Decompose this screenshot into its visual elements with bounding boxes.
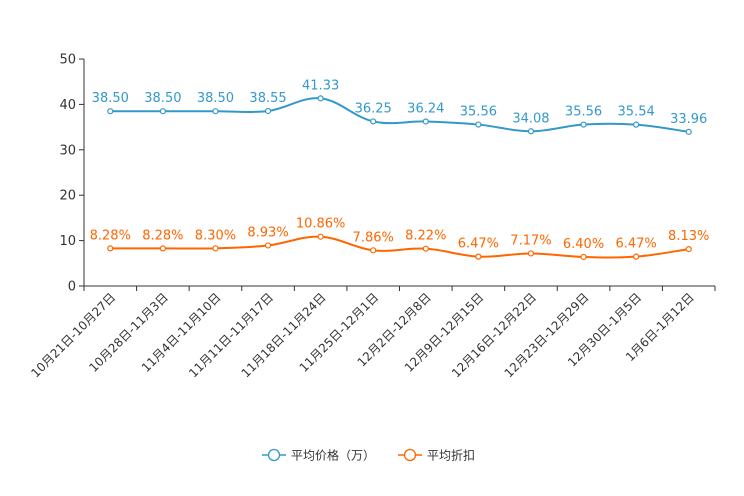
data-label: 8.28% <box>142 228 183 243</box>
y-tick-label: 0 <box>68 280 76 295</box>
legend-marker-icon <box>267 448 281 462</box>
data-label: 38.50 <box>92 91 129 106</box>
data-label: 8.28% <box>90 228 131 243</box>
legend[interactable]: 平均价格（万） 平均折扣 <box>262 448 475 463</box>
data-label: 6.40% <box>563 237 604 252</box>
x-tick-label: 10月21日-10月27日 <box>28 290 118 380</box>
data-point <box>685 128 692 135</box>
data-label: 8.93% <box>247 225 288 240</box>
legend-marker-icon <box>403 448 417 462</box>
y-tick-label: 10 <box>59 234 76 249</box>
data-point <box>475 253 482 260</box>
data-label: 7.86% <box>353 230 394 245</box>
data-label: 36.24 <box>407 101 444 116</box>
data-label: 35.54 <box>618 105 655 120</box>
data-label: 38.50 <box>197 91 234 106</box>
data-point <box>264 107 272 115</box>
data-point <box>317 95 324 102</box>
y-tick-label: 20 <box>59 189 76 204</box>
data-point <box>107 108 114 115</box>
data-point <box>264 242 272 249</box>
data-point <box>580 121 587 128</box>
data-point <box>685 245 692 253</box>
data-label: 8.30% <box>195 228 236 243</box>
series-line-2 <box>110 235 689 259</box>
data-label: 7.17% <box>510 233 551 248</box>
data-point <box>212 245 219 252</box>
data-label: 38.50 <box>144 91 181 106</box>
y-tick-label: 40 <box>59 98 76 113</box>
data-point <box>633 253 640 260</box>
data-point <box>580 253 587 261</box>
legend-label: 平均价格（万） <box>291 448 375 463</box>
data-label: 6.47% <box>458 237 499 252</box>
data-point <box>370 247 377 254</box>
data-label: 8.22% <box>405 229 446 244</box>
data-point <box>633 121 640 128</box>
data-point <box>107 245 114 252</box>
data-point <box>159 108 166 115</box>
data-label: 35.56 <box>565 105 602 120</box>
data-label: 8.13% <box>668 229 709 244</box>
data-label: 34.08 <box>512 111 549 126</box>
series-layer: 38.50 38.50 38.50 38.55 41.33 36.25 36.24 35.56… <box>90 78 709 261</box>
data-point <box>159 245 166 252</box>
data-label: 35.56 <box>460 105 497 120</box>
data-point <box>422 118 429 125</box>
data-point <box>527 128 535 135</box>
data-point <box>475 121 482 128</box>
data-label: 41.33 <box>302 78 339 93</box>
data-point <box>370 118 377 125</box>
y-tick-label: 50 <box>59 53 76 68</box>
y-tick-label: 30 <box>59 143 76 158</box>
legend-item-2[interactable]: 平均折扣 <box>398 448 475 463</box>
data-point <box>422 245 429 252</box>
data-point <box>212 108 219 115</box>
data-label: 36.25 <box>355 101 392 116</box>
legend-item-1[interactable]: 平均价格（万） <box>262 448 375 463</box>
data-label: 38.55 <box>249 91 286 106</box>
data-point <box>317 233 324 240</box>
series-line-1 <box>110 97 689 133</box>
data-label: 6.47% <box>615 237 656 252</box>
data-label: 33.96 <box>670 112 707 127</box>
data-label: 10.86% <box>296 217 346 232</box>
data-point <box>527 250 535 257</box>
legend-label: 平均折扣 <box>427 448 475 463</box>
